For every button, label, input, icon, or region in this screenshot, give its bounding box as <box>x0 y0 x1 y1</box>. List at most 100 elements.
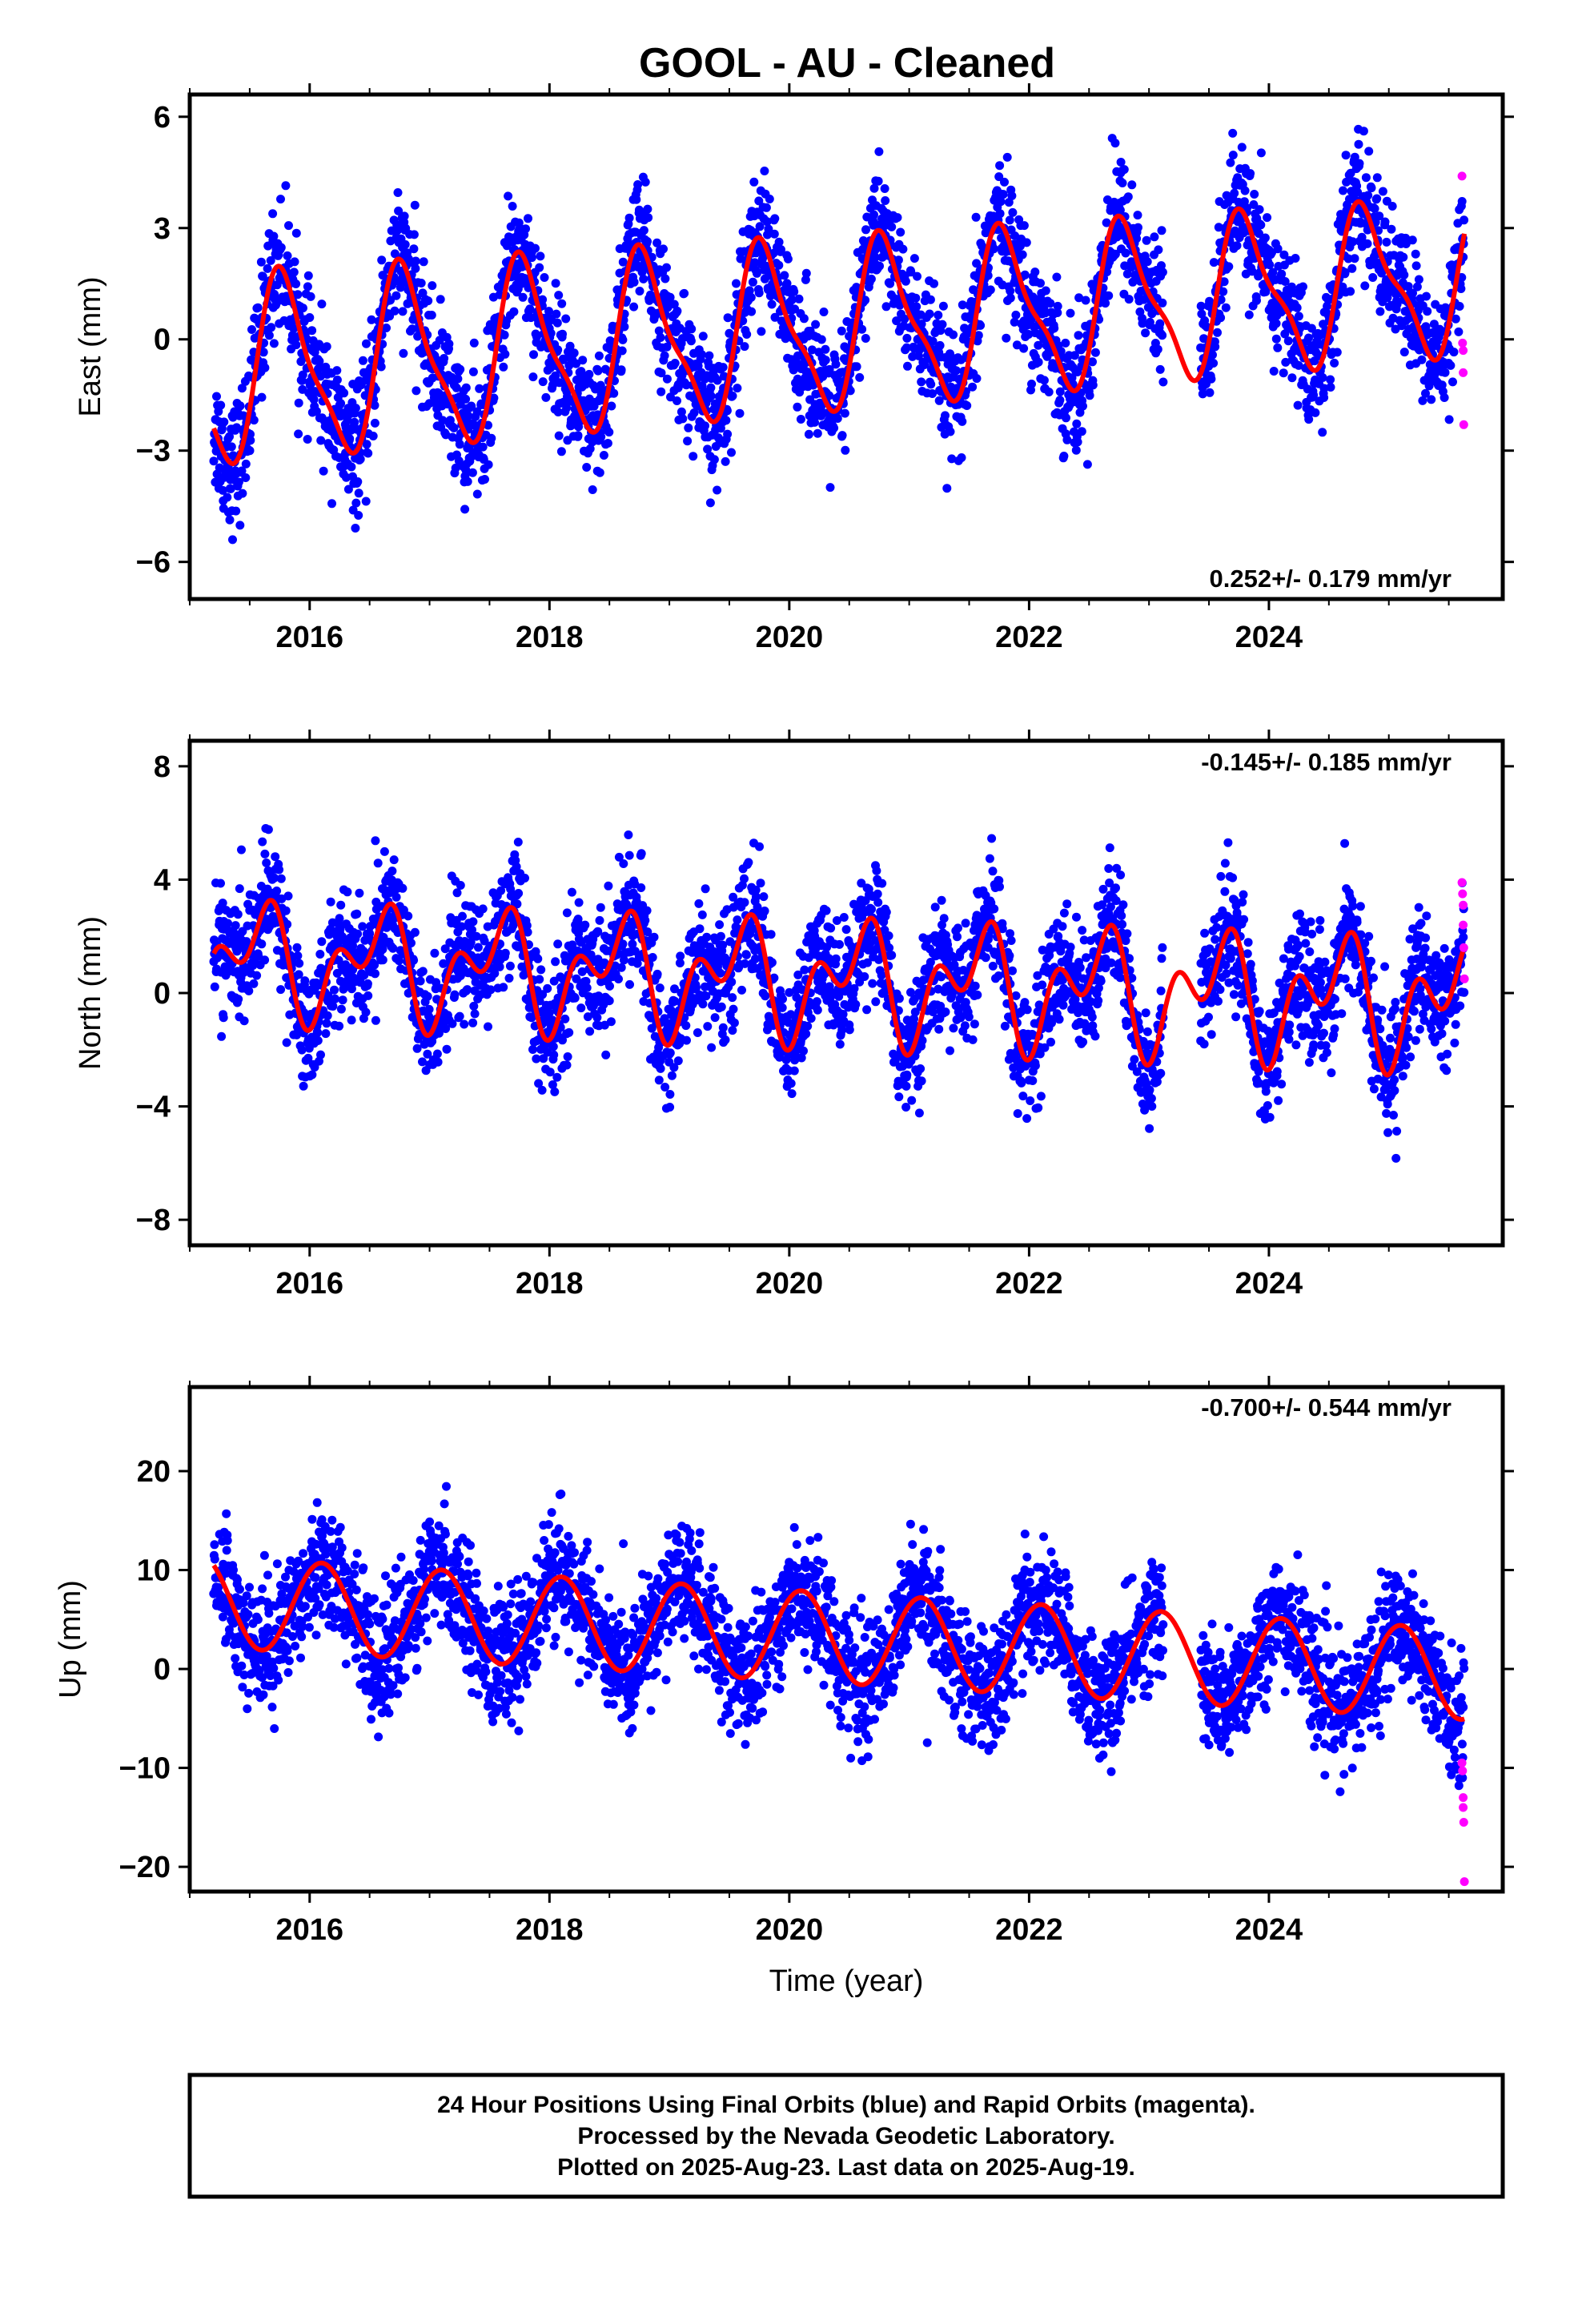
north-position-point <box>394 956 404 966</box>
east-position-point <box>1421 322 1431 332</box>
east-position-point <box>898 244 908 254</box>
north-position-point <box>260 955 270 965</box>
east-position-point <box>562 403 572 412</box>
north-position-point <box>272 887 282 895</box>
east-position-point <box>1216 295 1226 304</box>
east-position-point <box>718 363 728 372</box>
east-position-point <box>873 176 883 186</box>
east-position-point <box>727 448 736 457</box>
north-position-point <box>642 906 652 915</box>
east-position-point <box>1030 267 1040 277</box>
north-position-point <box>457 922 467 931</box>
east-position-point <box>998 190 1008 199</box>
east-position-point <box>1153 344 1162 354</box>
east-position-point <box>947 454 957 464</box>
east-position-point <box>463 476 472 486</box>
north-position-point <box>670 984 679 994</box>
east-position-point <box>487 433 496 443</box>
north-position-point <box>299 1081 308 1091</box>
east-position-point <box>1342 177 1351 187</box>
north-position-point <box>695 924 705 934</box>
east-position-point <box>893 255 903 265</box>
east-position-point <box>1088 357 1097 367</box>
east-position-point <box>951 366 961 376</box>
east-position-point <box>1072 419 1082 428</box>
east-position-point <box>234 477 243 487</box>
north-position-point <box>729 892 738 902</box>
east-position-point <box>351 404 360 413</box>
north-position-point <box>752 892 761 902</box>
east-position-point <box>552 318 562 328</box>
east-position-point <box>1088 380 1098 390</box>
east-position-point <box>881 196 890 205</box>
east-position-point <box>1157 226 1166 235</box>
east-position-point <box>624 213 634 223</box>
north-position-point <box>277 894 287 903</box>
east-position-point <box>1326 383 1335 392</box>
north-position-point <box>740 874 749 883</box>
east-position-point <box>1046 299 1055 308</box>
east-position-point <box>449 423 459 432</box>
east-position-point <box>1250 190 1259 199</box>
east-position-point <box>1034 340 1043 350</box>
east-position-point <box>1074 331 1083 340</box>
east-position-point <box>1449 348 1459 357</box>
east-position-point <box>705 498 715 508</box>
east-position-point <box>256 257 266 267</box>
east-position-point <box>1263 213 1272 223</box>
north-position-point <box>330 985 339 995</box>
east-position-point <box>912 302 921 312</box>
east-position-point <box>1062 413 1070 423</box>
east-position-point <box>1237 143 1247 152</box>
east-position-point <box>609 388 619 398</box>
east-position-point <box>351 498 361 508</box>
east-position-point <box>232 423 242 432</box>
east-position-point <box>1387 202 1397 211</box>
north-position-point <box>652 969 662 979</box>
east-position-point <box>1417 355 1427 364</box>
east-position-point <box>926 295 935 304</box>
east-position-point <box>281 181 291 191</box>
north-position-point <box>297 1045 307 1055</box>
east-position-point <box>1427 395 1436 404</box>
north-position-point <box>740 898 749 907</box>
north-position-point <box>694 899 704 908</box>
north-position-point <box>548 1042 558 1051</box>
north-position-point <box>412 1043 422 1053</box>
east-position-point <box>719 372 729 381</box>
east-position-point <box>424 296 433 306</box>
north-position-point <box>562 908 572 918</box>
east-position-point <box>1422 292 1431 301</box>
north-position-point <box>468 1018 478 1027</box>
east-position-point <box>1219 287 1228 296</box>
east-position-point <box>1269 367 1279 376</box>
east-position-point <box>595 468 604 477</box>
north-position-point <box>728 993 737 1003</box>
east-position-point <box>541 392 551 402</box>
east-position-point <box>774 237 784 247</box>
north-position-point <box>292 943 302 952</box>
north-position-point <box>592 1013 602 1023</box>
north-position-point <box>328 1002 338 1011</box>
north-position-point <box>760 907 769 915</box>
east-position-point <box>1078 401 1087 411</box>
east-rapid-point <box>1459 346 1468 356</box>
east-position-point <box>794 294 804 304</box>
east-position-point <box>291 228 301 238</box>
east-position-point <box>1209 258 1219 267</box>
east-position-point <box>400 239 410 249</box>
east-position-point <box>769 229 779 239</box>
east-position-point <box>467 401 476 411</box>
east-position-point <box>267 323 276 332</box>
east-position-point <box>504 191 513 201</box>
east-position-point <box>1034 357 1043 367</box>
east-position-point <box>1011 310 1021 320</box>
east-position-point <box>837 326 846 336</box>
east-position-point <box>416 279 426 287</box>
east-position-point <box>673 306 682 316</box>
east-position-point <box>1155 364 1165 374</box>
east-position-point <box>438 416 448 425</box>
north-position-point <box>409 955 419 965</box>
east-position-point <box>749 177 759 187</box>
north-position-point <box>463 985 472 995</box>
